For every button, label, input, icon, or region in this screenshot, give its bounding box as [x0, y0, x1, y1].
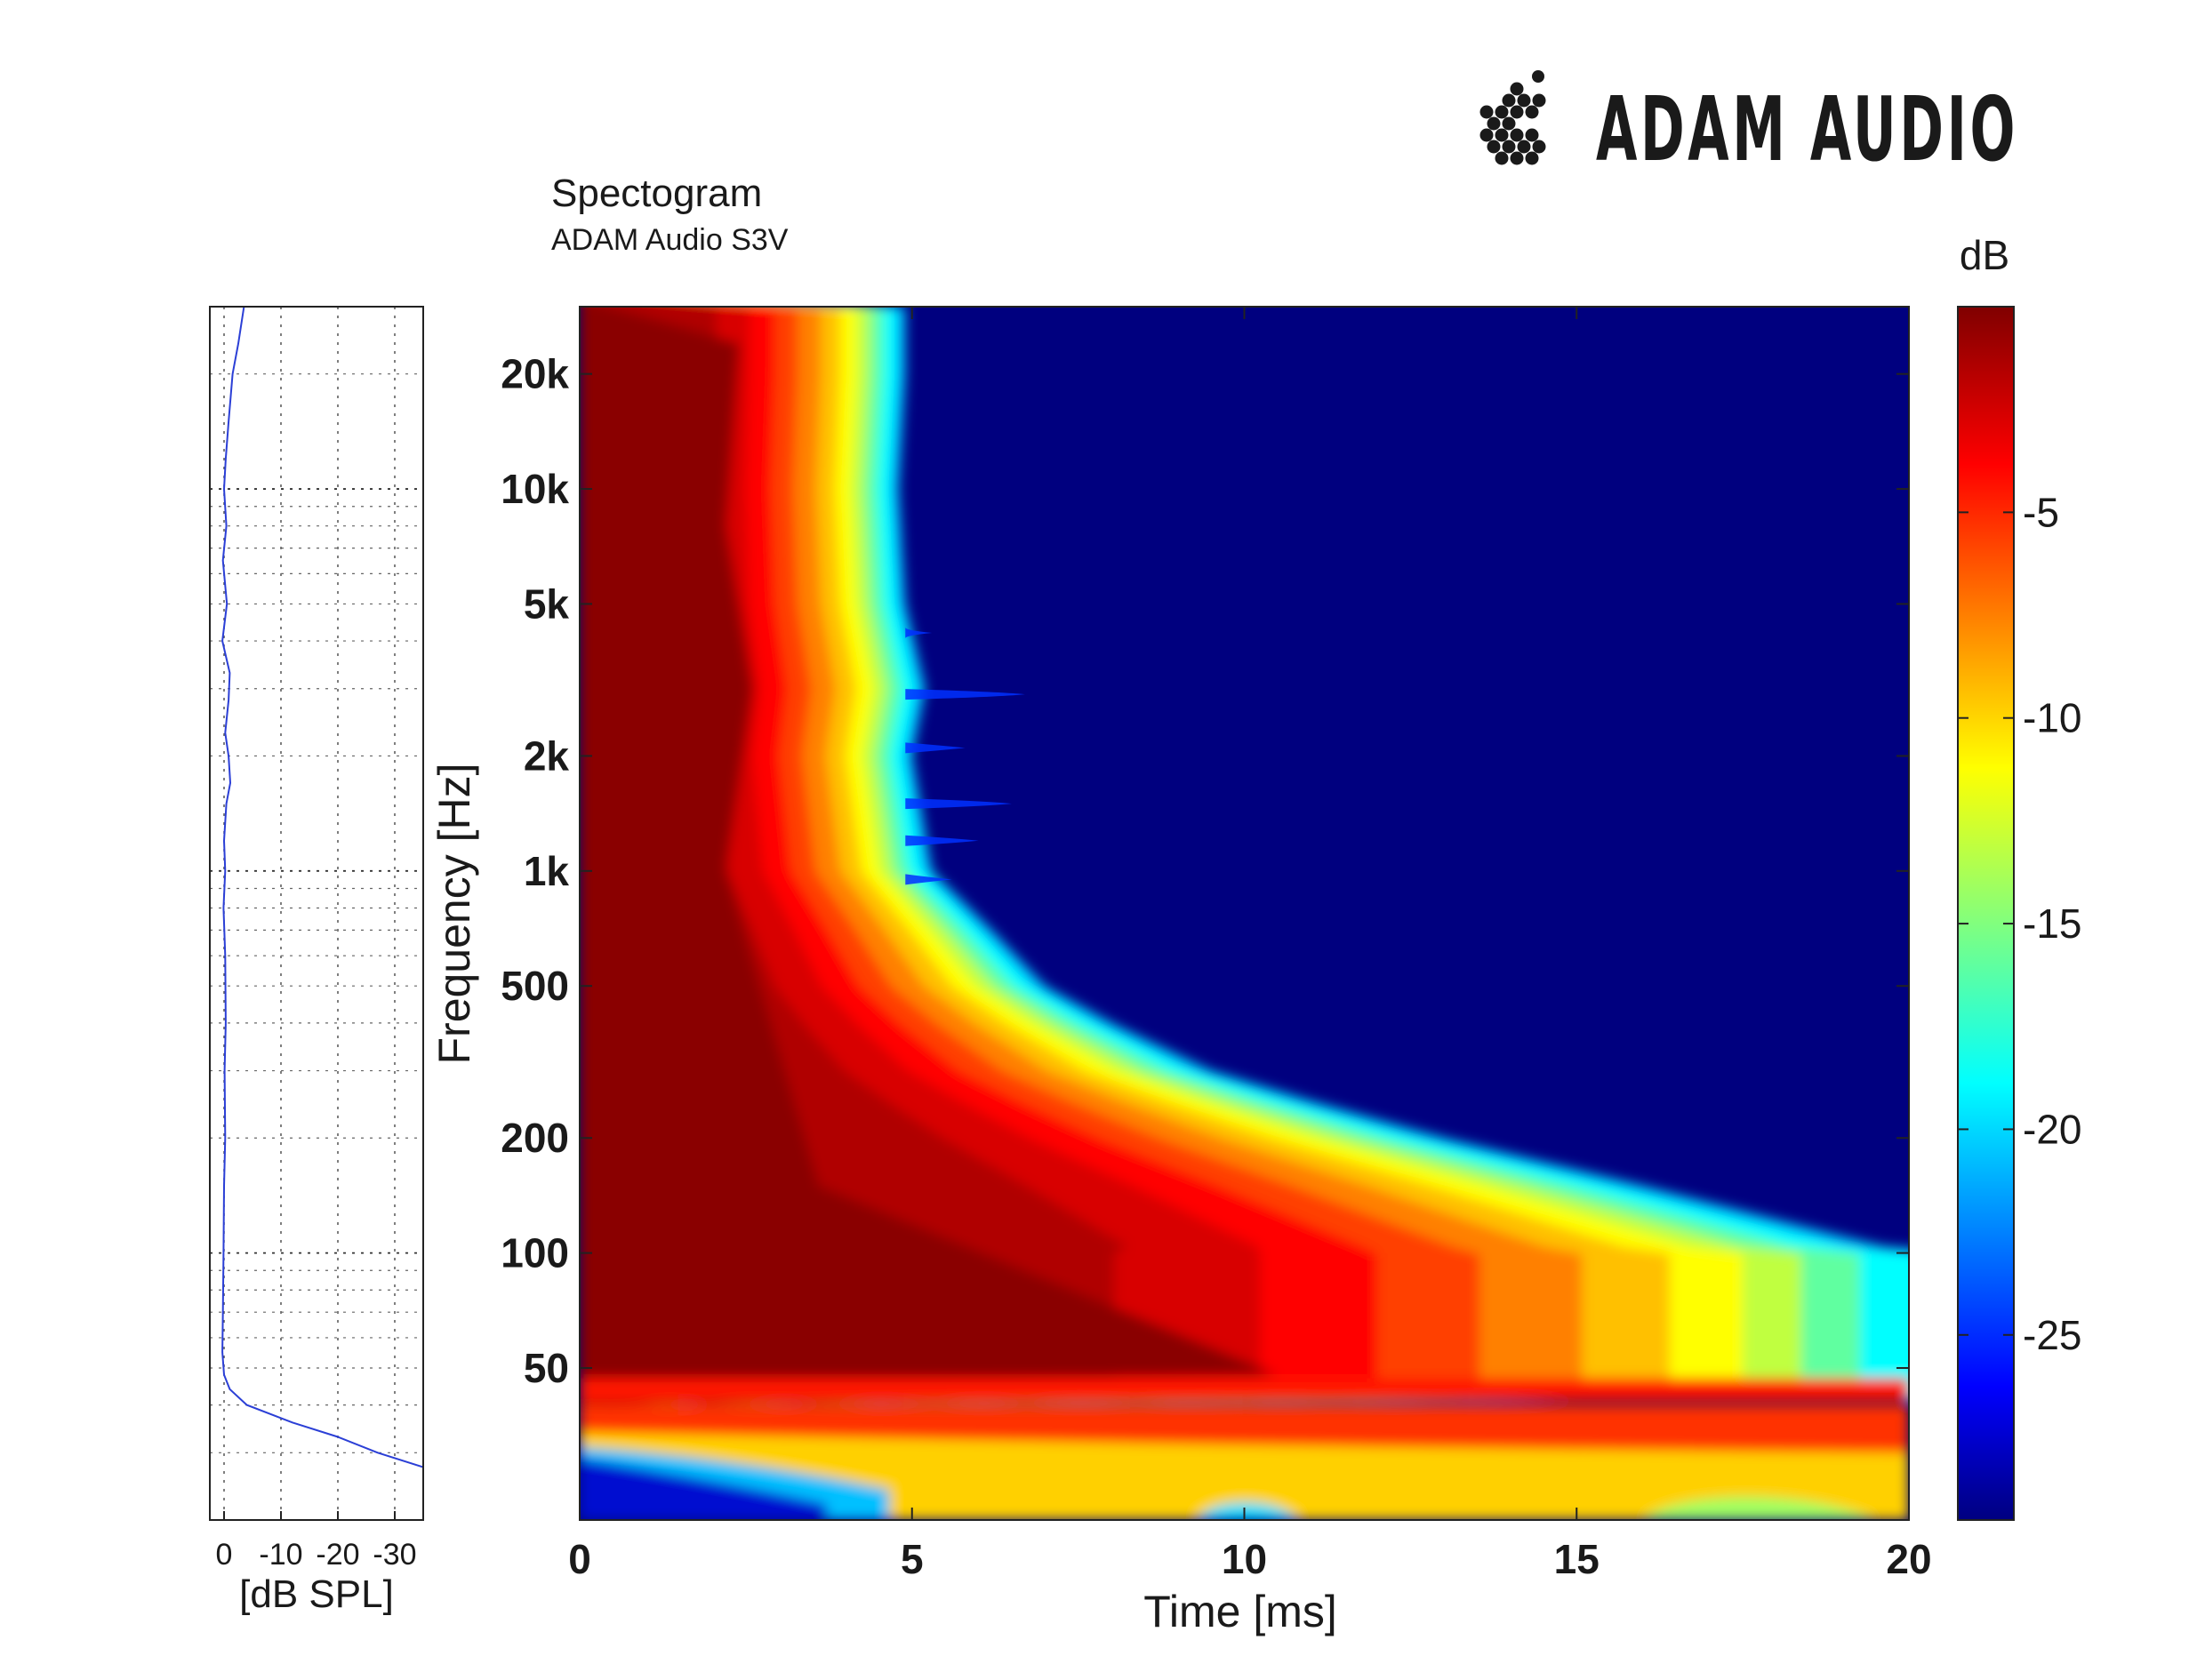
frequency-tick-label: 200	[501, 1115, 569, 1161]
frequency-tick-label: 2k	[524, 732, 570, 779]
adam-dot-cluster-icon	[1479, 70, 1546, 165]
spectrogram-resonance-bands	[905, 627, 1025, 885]
colorbar-label: dB	[1960, 232, 2009, 278]
logo-dot	[1502, 116, 1516, 131]
resonance-tail	[905, 798, 1012, 810]
frequency-tick-label: 500	[501, 963, 569, 1009]
chart-subtitle: ADAM Audio S3V	[551, 223, 789, 257]
time-tick-label: 5	[901, 1536, 924, 1582]
frequency-tick-label: 10k	[501, 466, 569, 512]
resonance-band	[580, 1378, 1909, 1402]
colorbar-tick-label: -10	[2023, 695, 2081, 741]
colorbar-scale	[1957, 306, 2015, 1521]
frequency-tick-label: 1k	[524, 848, 570, 894]
logo-dot	[1495, 105, 1509, 119]
logo-dot	[1510, 128, 1524, 142]
chart-title: Spectogram	[551, 172, 762, 215]
low-band-blue	[580, 1458, 827, 1520]
logo-dot	[1479, 128, 1494, 142]
frequency-response-curve	[221, 307, 423, 1468]
colorbar-tick-label: -15	[2023, 900, 2081, 947]
resonance-tail	[905, 874, 952, 885]
resonance-tail	[905, 627, 933, 638]
logo-dot	[1495, 151, 1509, 165]
spectrogram-plot: 50 100 200 500 1k 2k 5k 10k 20k 0 5 10 15 20 Time [m…	[429, 306, 1932, 1636]
logo-dot	[1532, 140, 1546, 154]
logo-dot	[1487, 140, 1501, 154]
frequency-tick-label: 100	[501, 1230, 569, 1276]
side-x-tick-label: -10	[259, 1538, 302, 1572]
frequency-ticks: 50 100 200 500 1k 2k 5k 10k 20k	[501, 351, 1909, 1391]
side-x-ticks: 0 -10 -20 -30	[216, 1511, 417, 1572]
brand-wordmark: ADAM AUDIO	[1596, 77, 2018, 181]
side-x-tick-label: -30	[373, 1538, 416, 1572]
colorbar-tick-label: -20	[2023, 1106, 2081, 1152]
time-tick-label: 15	[1554, 1536, 1600, 1582]
resonance-tail	[905, 742, 966, 754]
logo-dot	[1517, 93, 1531, 108]
time-axis-label: Time [ms]	[1143, 1587, 1337, 1636]
colorbar-tick-label: -25	[2023, 1312, 2081, 1358]
contour-core	[580, 307, 1278, 1382]
logo-dot	[1532, 93, 1546, 108]
brand-logo: ADAM AUDIO	[1479, 70, 2018, 181]
time-ticks: 0 5 10 15 20	[568, 307, 1932, 1582]
time-tick-label: 20	[1886, 1536, 1931, 1582]
logo-dot	[1487, 116, 1501, 131]
low-band-spot	[1643, 1497, 1876, 1520]
resonance-tail	[905, 835, 979, 846]
side-x-tick-label: 0	[216, 1538, 233, 1572]
logo-dot	[1510, 105, 1524, 119]
side-plot-area	[210, 307, 423, 1520]
logo-dot	[1479, 105, 1494, 119]
low-band-yellow	[580, 1431, 1909, 1520]
logo-dot	[1510, 151, 1524, 165]
time-tick-label: 10	[1222, 1536, 1267, 1582]
logo-dot	[1525, 128, 1539, 142]
logo-dot	[1502, 93, 1516, 108]
time-tick-label: 0	[568, 1536, 591, 1582]
logo-dot	[1502, 140, 1516, 154]
side-response-plot: 0 -10 -20 -30 [dB SPL]	[209, 306, 424, 1616]
frequency-axis-label: Frequency [Hz]	[429, 763, 479, 1064]
colorbar-ticks: -5 -10 -15 -20 -25	[1958, 489, 2081, 1358]
logo-dot	[1525, 151, 1539, 165]
logo-dot	[1525, 105, 1539, 119]
side-x-tick-label: -20	[316, 1538, 359, 1572]
low-band-spot	[1198, 1502, 1298, 1520]
side-x-axis-label: [dB SPL]	[239, 1572, 394, 1616]
colorbar: dB -5 -10 -15 -20 -25	[1957, 232, 2081, 1521]
spectrogram-contours	[580, 307, 1909, 1520]
resonance-tail	[905, 689, 1025, 700]
frequency-tick-label: 20k	[501, 351, 569, 397]
logo-dot	[1510, 82, 1524, 96]
frequency-tick-label: 5k	[524, 580, 570, 627]
side-plot-frame	[209, 306, 424, 1521]
frequency-tick-label: 50	[524, 1345, 569, 1391]
colorbar-tick-label: -5	[2023, 489, 2059, 535]
logo-dot	[1517, 140, 1531, 154]
logo-dot	[1532, 70, 1544, 83]
logo-dot	[1495, 128, 1509, 142]
